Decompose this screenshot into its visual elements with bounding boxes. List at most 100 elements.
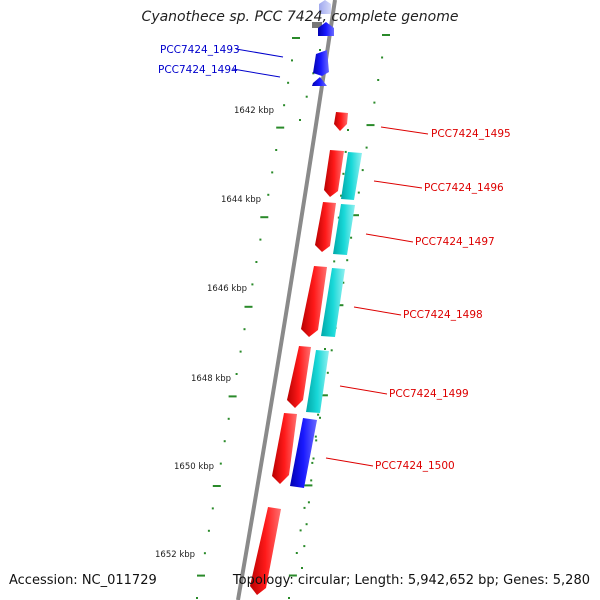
tick-mark [357, 191, 360, 194]
tick-mark [291, 59, 293, 62]
leader-line-1496 [373, 180, 423, 189]
tick-mark [212, 485, 221, 487]
tick-mark [377, 79, 380, 81]
genome-summary: Topology: circular; Length: 5,942,652 bp… [232, 573, 590, 588]
tick-mark [305, 523, 308, 526]
tick-mark [196, 597, 198, 599]
tick-mark [382, 34, 390, 36]
gene-feature-1500-red [272, 413, 297, 484]
tick-mark [319, 394, 328, 397]
tick-mark [344, 150, 347, 153]
scale-label: 1650 kbp [174, 462, 214, 472]
tick-mark [283, 104, 286, 107]
tick-mark [310, 479, 313, 482]
tick-mark [307, 501, 310, 504]
tick-mark [228, 395, 237, 398]
tick-mark [235, 373, 238, 375]
tick-mark [275, 149, 278, 151]
gene-feature-1498-cyan [321, 268, 345, 337]
tick-mark [381, 56, 384, 59]
tick-mark [223, 440, 226, 443]
gene-feature-1499-red [287, 346, 311, 408]
scale-label: 1644 kbp [221, 195, 261, 205]
tick-mark [243, 328, 246, 331]
gene-feature-1496-red [324, 150, 344, 197]
tick-mark [244, 305, 253, 308]
tick-mark [239, 350, 242, 353]
tick-mark [207, 529, 210, 532]
tick-mark [333, 260, 336, 263]
gene-label-1496[interactable]: PCC7424_1496 [424, 182, 504, 194]
gene-label-1499[interactable]: PCC7424_1499 [389, 388, 469, 400]
gene-feature-1497-red [315, 202, 336, 252]
tick-mark [203, 552, 206, 555]
gene-feature-1494b [312, 77, 327, 86]
tick-mark [326, 371, 329, 374]
tick-mark [255, 261, 258, 263]
gene-labels: PCC7424_1493 PCC7424_1494 PCC7424_1495 P… [158, 44, 511, 472]
tick-mark [299, 529, 302, 532]
tick-mark [211, 507, 214, 510]
tick-mark [366, 124, 375, 127]
tick-mark [305, 95, 308, 98]
tick-mark [219, 462, 222, 465]
gene-label-1494[interactable]: PCC7424_1494 [158, 64, 238, 76]
gene-label-1493[interactable]: PCC7424_1493 [160, 44, 240, 56]
gene-feature-1496-cyan [341, 152, 362, 200]
tick-mark [365, 146, 368, 149]
gene-feature-1499-cyan [306, 350, 329, 413]
gene-feature-1495 [334, 112, 348, 131]
tick-mark [319, 49, 321, 51]
tick-mark [299, 119, 301, 121]
gene-feature-1493 [318, 22, 334, 36]
tick-mark [312, 457, 315, 460]
scale-label: 1652 kbp [155, 550, 195, 560]
tick-mark [324, 348, 326, 350]
tick-mark [315, 439, 318, 442]
scale-label: 1646 kbp [207, 284, 247, 294]
scale-label: 1648 kbp [191, 374, 231, 384]
tick-mark [337, 216, 340, 219]
leader-line-1497 [365, 233, 414, 243]
accession-text: Accession: NC_011729 [9, 573, 157, 588]
tick-mark [304, 484, 313, 487]
gene-feature-1494 [313, 50, 329, 76]
gene-label-1497[interactable]: PCC7424_1497 [415, 236, 495, 248]
gene-label-1500[interactable]: PCC7424_1500 [375, 460, 455, 472]
tick-mark [303, 506, 306, 509]
tick-mark [288, 597, 290, 599]
tick-mark [259, 238, 262, 241]
gene-feature-1498-red [301, 266, 327, 337]
tick-mark [301, 567, 303, 569]
tick-mark [373, 101, 376, 104]
tick-mark [267, 193, 270, 196]
tick-mark [342, 281, 345, 284]
leader-line-1500 [325, 457, 374, 467]
leader-line-1494 [232, 68, 281, 78]
tick-mark [319, 416, 321, 419]
tick-mark [227, 417, 230, 420]
leader-line-1495 [380, 126, 429, 135]
gene-label-1498[interactable]: PCC7424_1498 [403, 309, 483, 321]
gene-label-1495[interactable]: PCC7424_1495 [431, 128, 511, 140]
scale-label: 1642 kbp [234, 106, 274, 116]
tick-marks [196, 34, 390, 599]
gene-feature-bottom [250, 507, 281, 595]
tick-mark [330, 349, 333, 352]
tick-mark [317, 413, 320, 416]
tick-mark [346, 259, 349, 262]
tick-mark [271, 171, 274, 174]
tick-mark [251, 283, 254, 286]
tick-mark [295, 552, 298, 554]
tick-mark [287, 81, 290, 84]
tick-mark [303, 545, 306, 548]
tick-mark [361, 169, 364, 172]
tick-mark [312, 72, 315, 75]
gene-feature-1500-blue [290, 418, 317, 488]
scale-labels: 1642 kbp 1644 kbp 1646 kbp 1648 kbp 1650… [155, 106, 274, 560]
tick-mark [347, 129, 349, 131]
leader-line-1499 [339, 385, 388, 395]
leader-line-1498 [353, 306, 402, 316]
tick-mark [197, 574, 205, 577]
